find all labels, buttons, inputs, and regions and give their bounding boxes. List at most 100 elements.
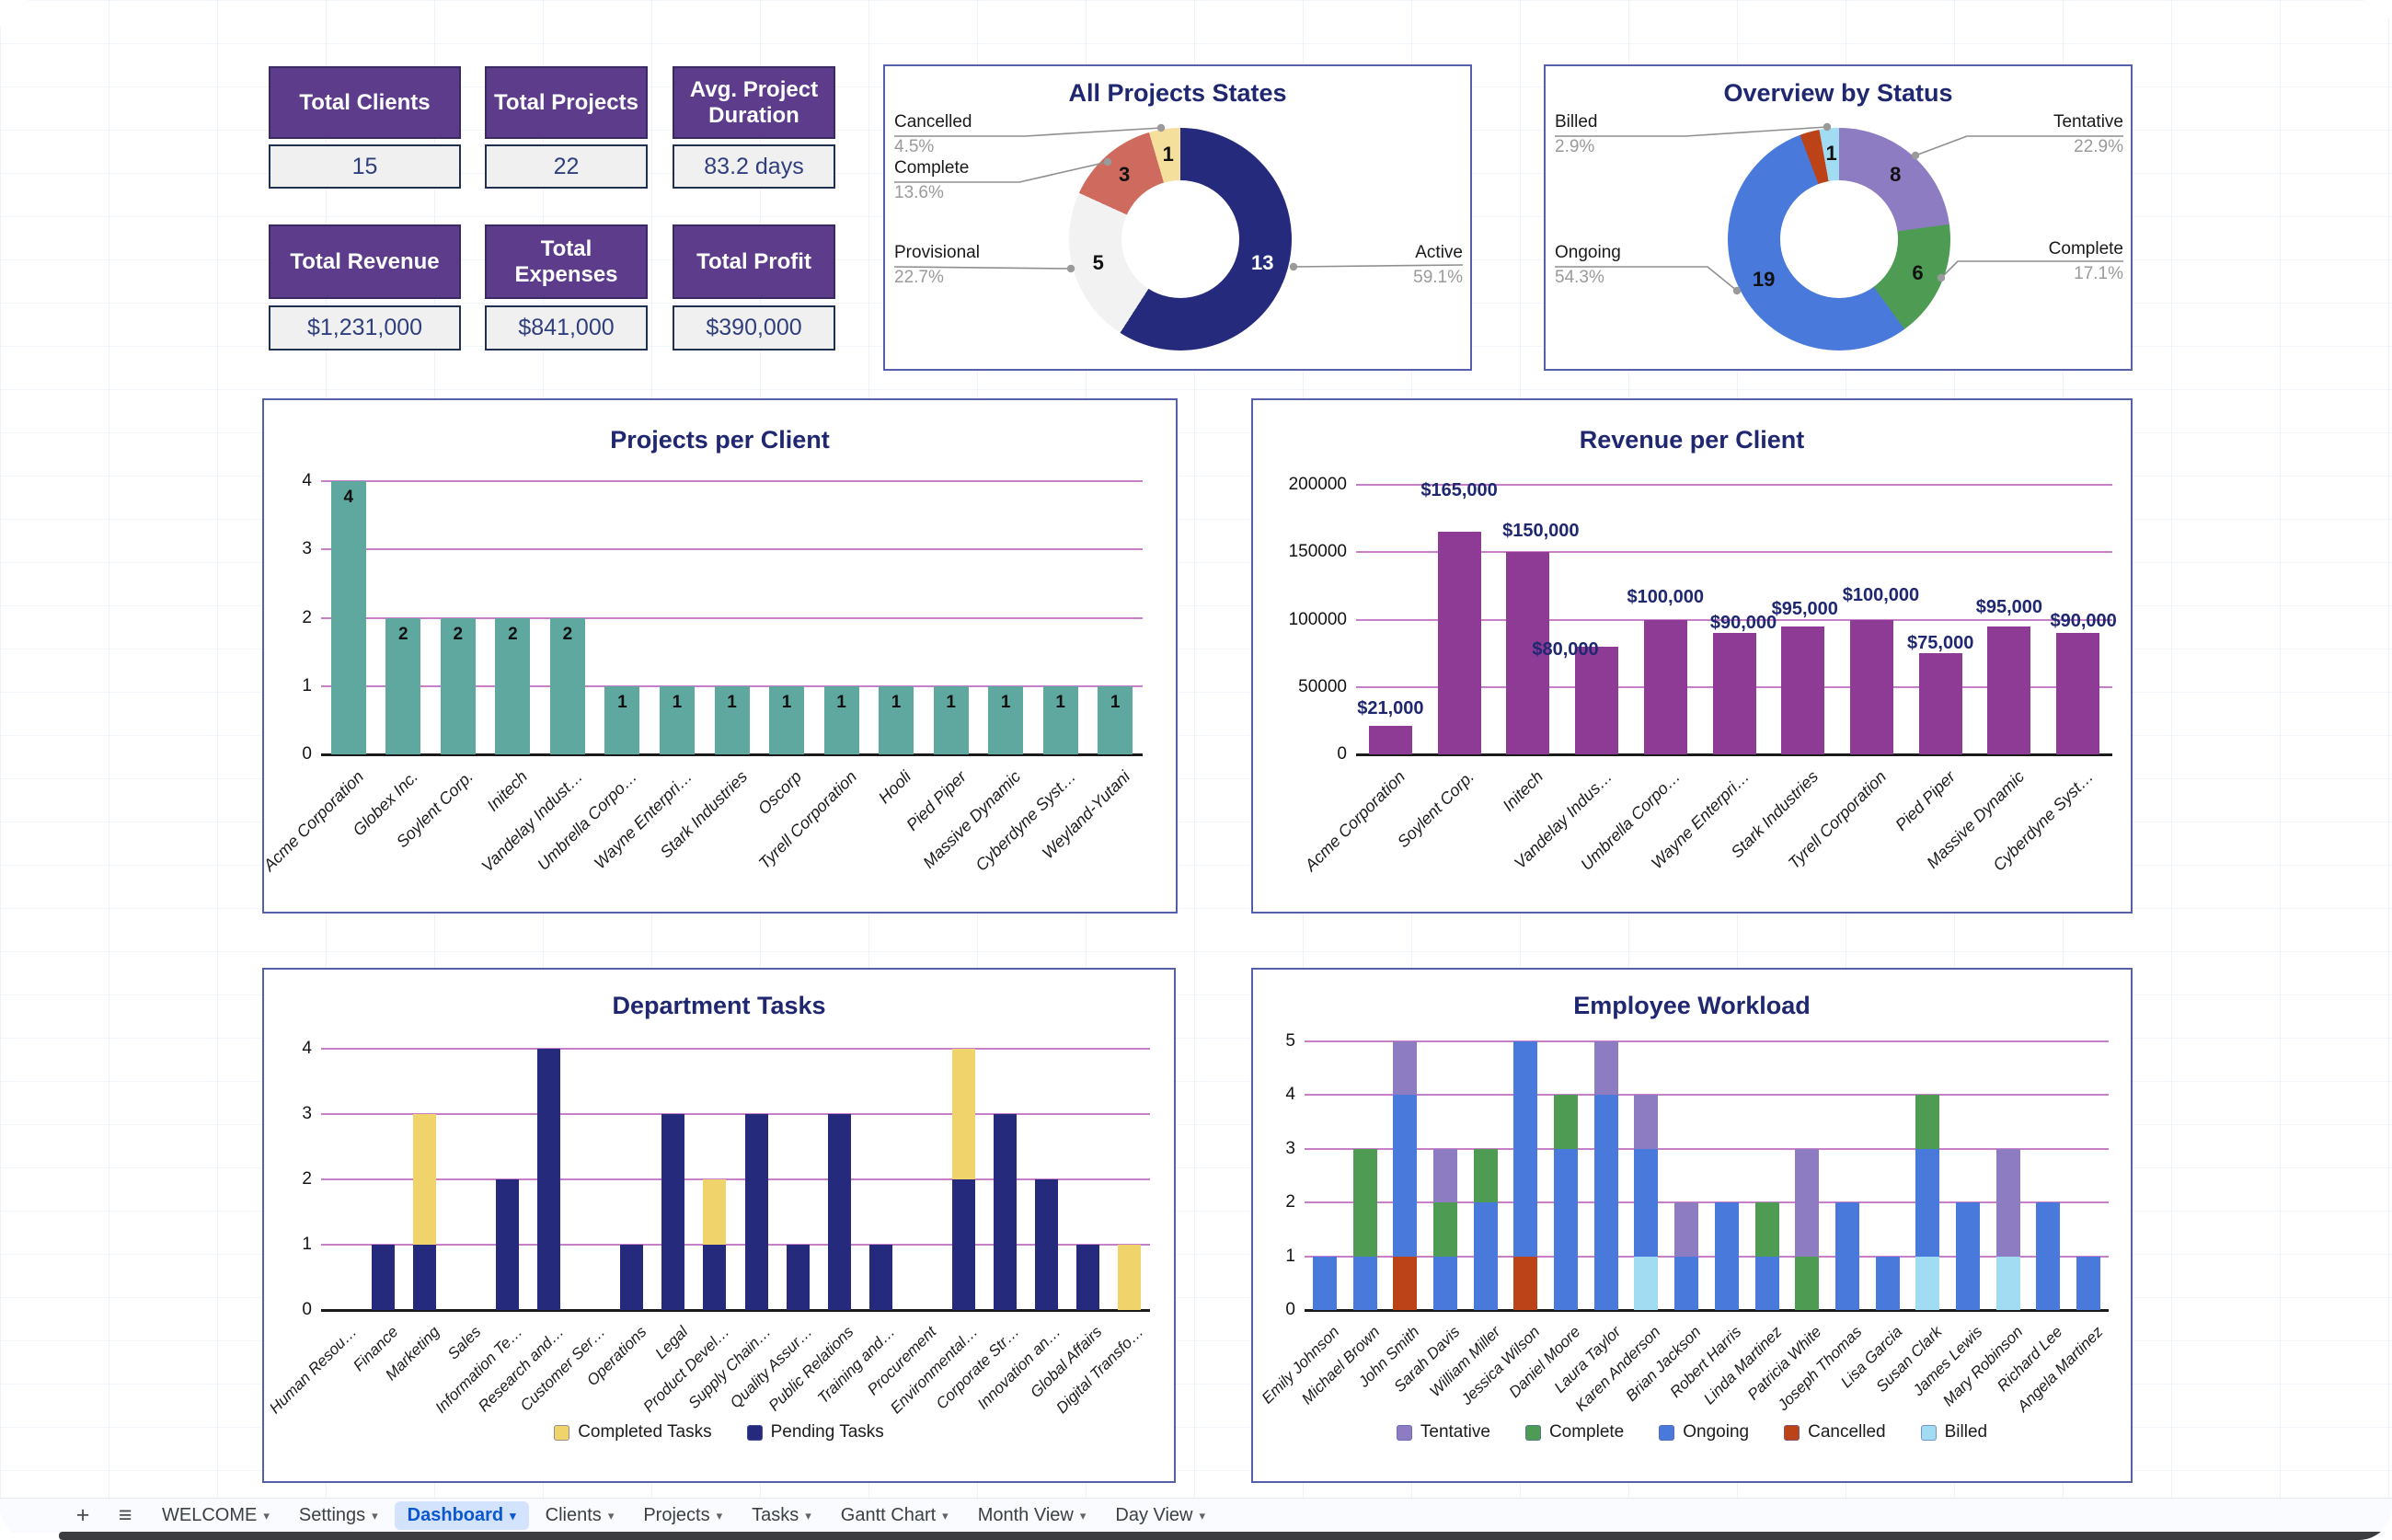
stacked-bar-segment — [1593, 1095, 1618, 1310]
stacked-bar-segment — [1754, 1256, 1779, 1310]
x-axis-line — [321, 753, 1143, 756]
sheet-tab-tasks[interactable]: Tasks ▾ — [739, 1501, 824, 1530]
bar-value-label: 1 — [672, 692, 683, 712]
stacked-bar-segment — [496, 1179, 520, 1310]
donut-callout-percent: 4.5% — [894, 137, 935, 156]
kpi-total-expenses-value[interactable]: $841,000 — [485, 305, 648, 351]
chart-legend: Tentative Complete Ongoing Cancelled Billed — [1253, 1422, 2131, 1442]
stacked-bar-segment — [1915, 1148, 1940, 1257]
legend-item: Pending Tasks — [746, 1422, 884, 1442]
y-axis-tick-label: 3 — [302, 1104, 312, 1123]
legend-swatch-completed-tasks — [554, 1424, 570, 1441]
stacked-bar-segment — [1915, 1256, 1940, 1310]
sheet-tab-day-view[interactable]: Day View ▾ — [1102, 1501, 1218, 1530]
x-axis-line — [1305, 1309, 2109, 1312]
x-axis-line — [1356, 753, 2112, 756]
tab-dropdown-icon[interactable]: ▾ — [372, 1508, 378, 1523]
sheet-tab-label: Month View — [977, 1505, 1074, 1525]
bar — [1575, 646, 1619, 754]
stacked-bar-segment — [620, 1245, 644, 1310]
sheet-tab-month-view[interactable]: Month View ▾ — [965, 1501, 1099, 1530]
kpi-total-profit-value[interactable]: $390,000 — [673, 305, 835, 351]
legend-swatch-billed — [1920, 1424, 1937, 1441]
kpi-total-clients-value[interactable]: 15 — [269, 144, 461, 189]
kpi-total-projects-value[interactable]: 22 — [485, 144, 648, 189]
tab-dropdown-icon[interactable]: ▾ — [942, 1508, 949, 1523]
stacked-bar-segment — [1473, 1202, 1498, 1310]
donut-slice-value: 1 — [1825, 142, 1837, 166]
kpi-total-profit-header[interactable]: Total Profit — [673, 224, 835, 299]
kpi-avg-duration-value[interactable]: 83.2 days — [673, 144, 835, 189]
legend-swatch-cancelled — [1784, 1424, 1800, 1441]
y-gridline — [321, 1244, 1150, 1246]
sheet-tab-projects[interactable]: Projects ▾ — [630, 1501, 735, 1530]
donut-slice-value: 3 — [1118, 162, 1131, 186]
y-axis-tick-label: 100000 — [1288, 609, 1347, 629]
kpi-total-expenses-header[interactable]: Total Expenses — [485, 224, 648, 299]
chart-projects-per-client[interactable]: Projects per Client 0 1 2 3 4 4 2 2 2 2 1 1 1 1 1 1 1 1 1 1… — [259, 398, 1178, 914]
sheet-tabs: WELCOME ▾ Settings ▾ Dashboard ▾ Clients ▾ Proje… — [149, 1501, 1218, 1530]
y-gridline — [1305, 1094, 2109, 1097]
bar-value-label: 1 — [946, 692, 956, 712]
chart-all-projects-states[interactable]: All Projects States 13 5 3 1 Cancelled 4.5% Co… — [883, 64, 1472, 371]
sheet-tab-gantt-chart[interactable]: Gantt Chart ▾ — [828, 1501, 961, 1530]
stacked-bar-segment — [413, 1114, 437, 1245]
stacked-bar-segment — [2076, 1256, 2101, 1310]
donut-callout-percent: 22.7% — [894, 268, 944, 287]
legend-swatch-pending-tasks — [746, 1424, 763, 1441]
bar-value-label: $80,000 — [1532, 638, 1599, 660]
sheet-tab-welcome[interactable]: WELCOME ▾ — [149, 1501, 282, 1530]
y-gridline — [1356, 484, 2112, 486]
all-sheets-menu-icon[interactable]: ≡ — [118, 1502, 132, 1528]
chart-title: Employee Workload — [1573, 992, 1811, 1019]
horizontal-scrollbar[interactable] — [59, 1532, 2392, 1540]
stacked-bar-segment — [1393, 1041, 1418, 1096]
add-sheet-icon[interactable]: + — [75, 1502, 90, 1528]
bar-value-label: 1 — [727, 692, 737, 712]
kpi-total-revenue-value[interactable]: $1,231,000 — [269, 305, 461, 351]
legend-label: Pending Tasks — [770, 1422, 884, 1442]
bar — [1712, 633, 1756, 754]
stacked-bar-segment — [2036, 1202, 2061, 1310]
y-axis-tick-label: 0 — [302, 1300, 312, 1319]
tab-dropdown-icon[interactable]: ▾ — [510, 1508, 516, 1523]
y-gridline — [1305, 1147, 2109, 1150]
tab-dropdown-icon[interactable]: ▾ — [805, 1508, 811, 1523]
sheet-tab-dashboard[interactable]: Dashboard ▾ — [394, 1501, 529, 1530]
tab-dropdown-icon[interactable]: ▾ — [263, 1508, 270, 1523]
stacked-bar-segment — [1473, 1148, 1498, 1203]
bar — [385, 617, 421, 754]
kpi-total-clients-header[interactable]: Total Clients — [269, 66, 461, 139]
legend-swatch-ongoing — [1659, 1424, 1675, 1441]
y-axis-tick-label: 2 — [302, 1169, 312, 1189]
kpi-total-revenue-header[interactable]: Total Revenue — [269, 224, 461, 299]
y-gridline — [321, 1113, 1150, 1115]
stacked-bar-segment — [1634, 1148, 1659, 1257]
stacked-bar-segment — [1674, 1256, 1699, 1310]
tab-dropdown-icon[interactable]: ▾ — [1079, 1508, 1087, 1523]
legend-label: Cancelled — [1808, 1422, 1886, 1442]
stacked-bar-segment — [372, 1245, 396, 1310]
donut-slice-value: 19 — [1752, 268, 1776, 292]
chart-revenue-per-client[interactable]: Revenue per Client 0 50000 100000 150000 200… — [1251, 398, 2133, 914]
bar — [1506, 552, 1550, 754]
tab-dropdown-icon[interactable]: ▾ — [1199, 1508, 1206, 1523]
y-gridline — [321, 616, 1143, 619]
kpi-total-projects-header[interactable]: Total Projects — [485, 66, 648, 139]
chart-overview-by-status[interactable]: Overview by Status 8 6 19 1 Billed 2.9% Ongoin… — [1544, 64, 2133, 371]
y-axis-tick-label: 4 — [302, 1039, 312, 1058]
legend-label: Tentative — [1420, 1422, 1490, 1442]
stacked-bar-segment — [744, 1114, 768, 1310]
bar-value-label: 2 — [398, 624, 408, 644]
chart-employee-workload[interactable]: Employee Workload 0 1 2 3 4 5 Emily Johnson Mic… — [1251, 968, 2133, 1483]
stacked-bar-segment — [703, 1179, 727, 1245]
bar — [988, 685, 1024, 754]
sheet-tab-clients[interactable]: Clients ▾ — [533, 1501, 627, 1530]
chart-department-tasks[interactable]: Department Tasks 0 1 2 3 4 Human Resou… Financ… — [262, 968, 1176, 1483]
bar — [1098, 685, 1133, 754]
tab-dropdown-icon[interactable]: ▾ — [607, 1508, 615, 1523]
sheet-tab-settings[interactable]: Settings ▾ — [286, 1501, 391, 1530]
stacked-bar-segment — [1312, 1256, 1337, 1310]
kpi-avg-duration-header[interactable]: Avg. Project Duration — [673, 66, 835, 139]
tab-dropdown-icon[interactable]: ▾ — [716, 1508, 723, 1523]
